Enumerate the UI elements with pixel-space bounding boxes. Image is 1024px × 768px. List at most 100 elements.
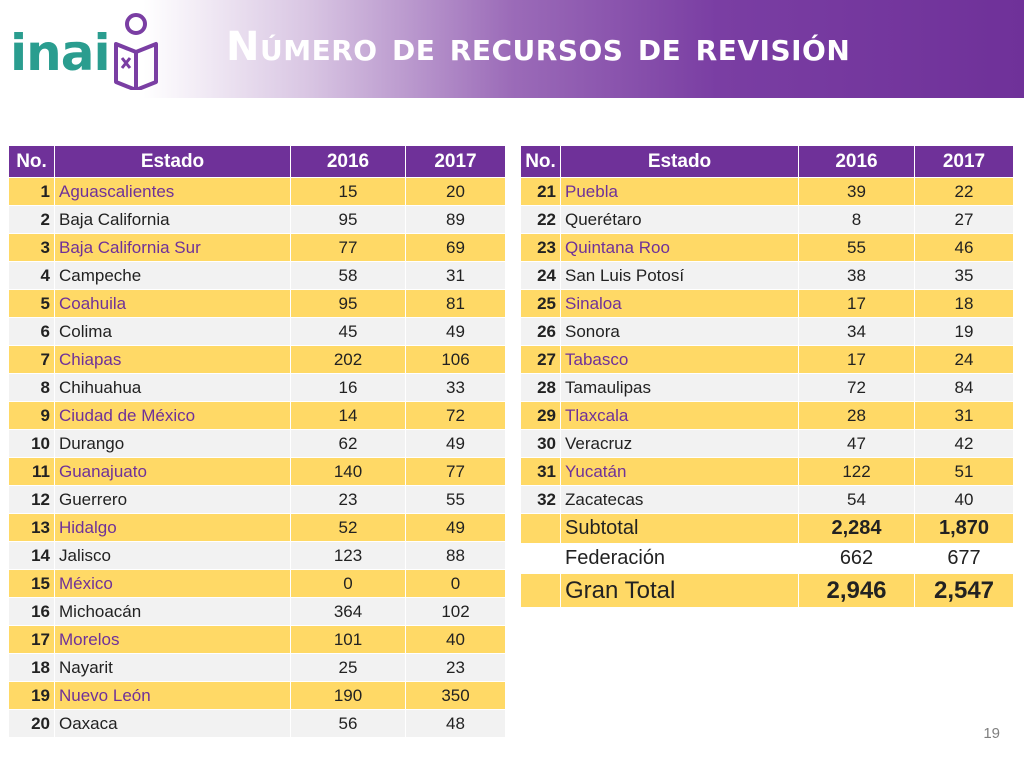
row-2017: 350	[405, 681, 506, 710]
table-row: 21 Puebla 39 22	[520, 177, 1014, 206]
row-2016: 0	[290, 569, 406, 598]
table-row: 27 Tabasco 17 24	[520, 345, 1014, 374]
table-row: 24 San Luis Potosí 38 35	[520, 261, 1014, 290]
row-estado: Chiapas	[54, 345, 291, 374]
row-number: 32	[520, 485, 561, 514]
row-2016: 52	[290, 513, 406, 542]
row-estado: Yucatán	[560, 457, 799, 486]
row-number: 30	[520, 429, 561, 458]
row-2017: 88	[405, 541, 506, 570]
row-estado: Michoacán	[54, 597, 291, 626]
row-2016: 56	[290, 709, 406, 738]
row-number: 12	[8, 485, 55, 514]
row-2016: 34	[798, 317, 915, 346]
row-2017: 55	[405, 485, 506, 514]
header-row: No. Estado 2016 2017	[8, 145, 506, 178]
col-header-estado: Estado	[560, 145, 799, 178]
table-row: 32 Zacatecas 54 40	[520, 485, 1014, 514]
row-2017: 31	[914, 401, 1014, 430]
row-number: 11	[8, 457, 55, 486]
row-estado: Coahuila	[54, 289, 291, 318]
inai-logo: inai	[10, 12, 160, 90]
row-2017: 22	[914, 177, 1014, 206]
row-2017: 77	[405, 457, 506, 486]
row-number: 29	[520, 401, 561, 430]
row-number: 1	[8, 177, 55, 206]
subtotal-label: Subtotal	[560, 513, 799, 544]
row-2017: 49	[405, 513, 506, 542]
row-2017: 24	[914, 345, 1014, 374]
row-2017: 89	[405, 205, 506, 234]
row-estado: Jalisco	[54, 541, 291, 570]
table-row: 9 Ciudad de México 14 72	[8, 401, 506, 430]
row-estado: Campeche	[54, 261, 291, 290]
row-2016: 364	[290, 597, 406, 626]
row-2016: 15	[290, 177, 406, 206]
row-number: 8	[8, 373, 55, 402]
federacion-row: Federación 662 677	[520, 543, 1014, 574]
row-2017: 48	[405, 709, 506, 738]
row-2016: 16	[290, 373, 406, 402]
table-row: 26 Sonora 34 19	[520, 317, 1014, 346]
row-2017: 31	[405, 261, 506, 290]
row-2016: 77	[290, 233, 406, 262]
empty-cell	[520, 513, 561, 544]
gran-total-label: Gran Total	[560, 573, 799, 608]
row-number: 20	[8, 709, 55, 738]
row-2016: 58	[290, 261, 406, 290]
row-2016: 47	[798, 429, 915, 458]
federacion-label: Federación	[560, 543, 799, 574]
table-row: 22 Querétaro 8 27	[520, 205, 1014, 234]
row-2017: 42	[914, 429, 1014, 458]
right-table: No. Estado 2016 2017 21 Puebla 39 22 22 Queré…	[520, 145, 1014, 608]
gran-total-2017: 2,547	[914, 573, 1014, 608]
table-row: 1 Aguascalientes 15 20	[8, 177, 506, 206]
row-2016: 55	[798, 233, 915, 262]
row-number: 18	[8, 653, 55, 682]
row-2016: 95	[290, 289, 406, 318]
row-2016: 95	[290, 205, 406, 234]
row-number: 17	[8, 625, 55, 654]
table-row: 8 Chihuahua 16 33	[8, 373, 506, 402]
subtotal-row: Subtotal 2,284 1,870	[520, 513, 1014, 544]
row-number: 13	[8, 513, 55, 542]
row-2017: 19	[914, 317, 1014, 346]
empty-cell	[520, 543, 561, 574]
col-header-no: No.	[8, 145, 55, 178]
row-2016: 202	[290, 345, 406, 374]
table-row: 23 Quintana Roo 55 46	[520, 233, 1014, 262]
row-estado: Nuevo León	[54, 681, 291, 710]
col-header-2017: 2017	[405, 145, 506, 178]
row-estado: San Luis Potosí	[560, 261, 799, 290]
right-table-body: 21 Puebla 39 22 22 Querétaro 8 27 23 Quintana Roo…	[520, 177, 1014, 514]
row-2016: 123	[290, 541, 406, 570]
row-2016: 62	[290, 429, 406, 458]
row-2016: 101	[290, 625, 406, 654]
empty-cell	[520, 573, 561, 608]
col-header-no: No.	[520, 145, 561, 178]
row-estado: Durango	[54, 429, 291, 458]
row-number: 2	[8, 205, 55, 234]
federacion-2017: 677	[914, 543, 1014, 574]
subtotal-2017: 1,870	[914, 513, 1014, 544]
row-estado: Nayarit	[54, 653, 291, 682]
row-estado: Sonora	[560, 317, 799, 346]
col-header-estado: Estado	[54, 145, 291, 178]
row-number: 7	[8, 345, 55, 374]
row-number: 4	[8, 261, 55, 290]
table-row: 25 Sinaloa 17 18	[520, 289, 1014, 318]
book-person-icon	[114, 13, 158, 90]
row-number: 16	[8, 597, 55, 626]
table-row: 7 Chiapas 202 106	[8, 345, 506, 374]
table-row: 13 Hidalgo 52 49	[8, 513, 506, 542]
row-estado: Zacatecas	[560, 485, 799, 514]
table-row: 2 Baja California 95 89	[8, 205, 506, 234]
row-estado: Colima	[54, 317, 291, 346]
row-estado: Baja California	[54, 205, 291, 234]
row-estado: México	[54, 569, 291, 598]
col-header-2016: 2016	[798, 145, 915, 178]
row-2017: 40	[914, 485, 1014, 514]
federacion-2016: 662	[798, 543, 915, 574]
row-2016: 140	[290, 457, 406, 486]
row-number: 14	[8, 541, 55, 570]
